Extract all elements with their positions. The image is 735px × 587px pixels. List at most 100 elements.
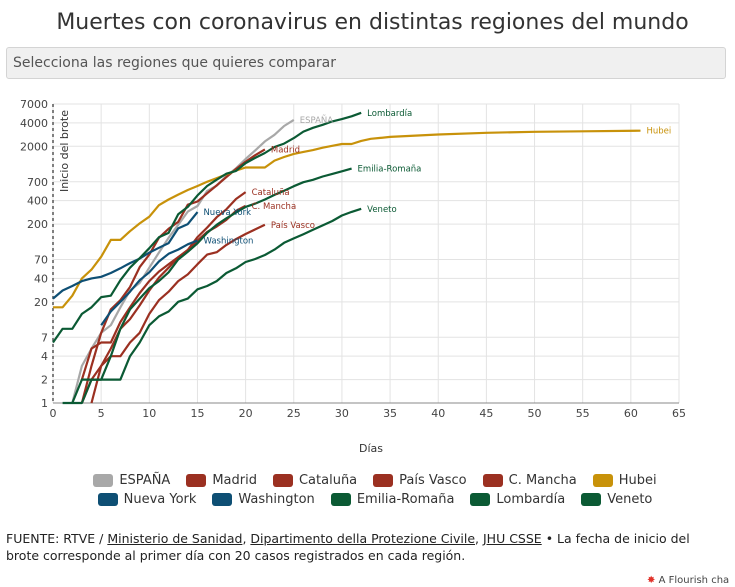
y-tick-label: 4000 (20, 117, 48, 130)
legend-swatch (97, 493, 118, 506)
series-label-cataluna: Cataluña (252, 188, 290, 198)
legend-label: Lombardía (496, 492, 566, 507)
axes: 0 5 10 15 20 25 30 35 40 45 50 55 60 65 1 2 4 7 20 40 70 200 4… (20, 98, 686, 455)
link-protezione-civile[interactable]: Dipartimento della Protezione Civile (250, 531, 476, 546)
series-line-madrid (80, 148, 266, 404)
legend-swatch (212, 493, 233, 506)
legend-label: Veneto (607, 492, 653, 507)
x-tick-label: 55 (576, 407, 590, 420)
chart-title: Muertes con coronavirus en distintas reg… (56, 10, 689, 35)
legend-item[interactable]: Cataluña (272, 473, 358, 488)
legend-item[interactable]: Emilia-Romaña (330, 492, 455, 507)
y-tick-label: 200 (27, 218, 48, 231)
legend-label: Madrid (212, 473, 257, 488)
x-tick-label: 0 (50, 407, 57, 420)
x-tick-label: 15 (190, 407, 204, 420)
x-tick-label: 60 (624, 407, 638, 420)
legend-label: País Vasco (399, 473, 467, 488)
x-tick-label: 45 (479, 407, 493, 420)
legend-swatch (470, 493, 491, 506)
y-tick-label: 7 (41, 331, 48, 344)
link-ministerio-sanidad[interactable]: Ministerio de Sanidad (107, 531, 243, 546)
y-tick-label: 700 (27, 176, 48, 189)
x-tick-label: 25 (287, 407, 301, 420)
source-footer: FUENTE: RTVE / Ministerio de Sanidad, Di… (6, 530, 726, 564)
source-prefix: FUENTE: RTVE / (6, 531, 108, 546)
series-label-hubei: Hubei (646, 127, 671, 137)
chart-legend: ESPAÑA Madrid Cataluña País Vasco C. Mancha H… (30, 473, 720, 511)
y-tick-label: 40 (34, 272, 48, 285)
outbreak-label: Inicio del brote (58, 110, 71, 192)
x-tick-label: 20 (239, 407, 253, 420)
legend-item[interactable]: C. Mancha (482, 473, 577, 488)
series-line-pais-vasco (90, 223, 266, 404)
legend-label: ESPAÑA (119, 473, 171, 488)
legend-label: Washington (238, 492, 315, 507)
separator: , (242, 531, 251, 546)
series-line-emilia-romana (62, 167, 352, 405)
link-jhu-csse[interactable]: JHU CSSE (483, 531, 542, 546)
legend-item[interactable]: Nueva York (97, 492, 197, 507)
series-line-hubei (53, 129, 641, 309)
series-labels: ESPAÑA Madrid Cataluña País Vasco C. Mancha H… (203, 109, 671, 247)
x-tick-label: 35 (383, 407, 397, 420)
legend-item[interactable]: País Vasco (373, 473, 467, 488)
series-line-cataluna (80, 191, 247, 404)
series-label-nueva-york: Nueva York (203, 208, 251, 218)
legend-swatch (272, 474, 293, 487)
series-label-lombardia: Lombardía (367, 109, 412, 119)
legend-item[interactable]: Lombardía (470, 492, 565, 507)
x-tick-label: 30 (335, 407, 349, 420)
series-label-madrid: Madrid (271, 145, 300, 155)
y-tick-label: 2 (41, 374, 48, 387)
y-tick-label: 20 (34, 296, 48, 309)
chart-plot: 0 5 10 15 20 25 30 35 40 45 50 55 60 65 1 2 4 7 20 40 70 200 4… (20, 98, 686, 455)
flourish-label: A Flourish cha (658, 575, 730, 586)
flourish-credit[interactable]: ✸ A Flourish cha (647, 575, 729, 586)
legend-swatch (592, 474, 613, 487)
series-label-emilia-romana: Emilia-Romaña (358, 165, 422, 175)
x-tick-label: 50 (528, 407, 542, 420)
legend-item[interactable]: Washington (212, 492, 315, 507)
legend-label: Cataluña (298, 473, 358, 488)
series-line-espana (71, 118, 295, 404)
legend-swatch (482, 474, 503, 487)
legend-label: Hubei (618, 473, 657, 488)
flourish-star-icon: ✸ (647, 575, 656, 586)
separator: , (475, 531, 483, 546)
y-tick-label: 1 (41, 397, 48, 410)
legend-label: C. Mancha (508, 473, 577, 488)
series-label-pais-vasco: País Vasco (271, 221, 315, 231)
series-line-nueva-york (52, 211, 199, 300)
series-line-lombardia (52, 111, 362, 344)
legend-swatch (330, 493, 351, 506)
legend-label: Emilia-Romaña (356, 492, 455, 507)
x-tick-label: 40 (431, 407, 445, 420)
series-label-espana: ESPAÑA (300, 115, 334, 126)
y-tick-label: 4 (41, 350, 48, 363)
x-axis-title: Días (359, 442, 383, 455)
legend-item[interactable]: Madrid (186, 473, 257, 488)
series-line-c-mancha (80, 204, 247, 380)
legend-swatch (373, 474, 394, 487)
legend-swatch (93, 474, 114, 487)
x-tick-label: 10 (142, 407, 156, 420)
series-label-washington: Washington (203, 236, 253, 246)
legend-label: Nueva York (123, 492, 197, 507)
x-tick-label: 65 (672, 407, 686, 420)
series-label-c-mancha: C. Mancha (252, 202, 297, 212)
region-selector[interactable]: Selecciona las regiones que quieres comp… (6, 47, 726, 79)
series-line-washington (100, 239, 198, 326)
legend-item[interactable]: Hubei (592, 473, 657, 488)
legend-item[interactable]: Veneto (581, 492, 652, 507)
series-line-veneto (72, 207, 362, 405)
series-label-veneto: Veneto (367, 205, 397, 215)
y-tick-label: 400 (27, 195, 48, 208)
legend-item[interactable]: ESPAÑA (93, 473, 170, 488)
legend-swatch (186, 474, 207, 487)
series-lines (52, 111, 641, 405)
y-tick-label: 2000 (20, 140, 48, 153)
legend-swatch (581, 493, 602, 506)
footer-note: • La fecha de inicio del brote correspon… (6, 531, 690, 563)
y-tick-label: 7000 (20, 98, 48, 111)
